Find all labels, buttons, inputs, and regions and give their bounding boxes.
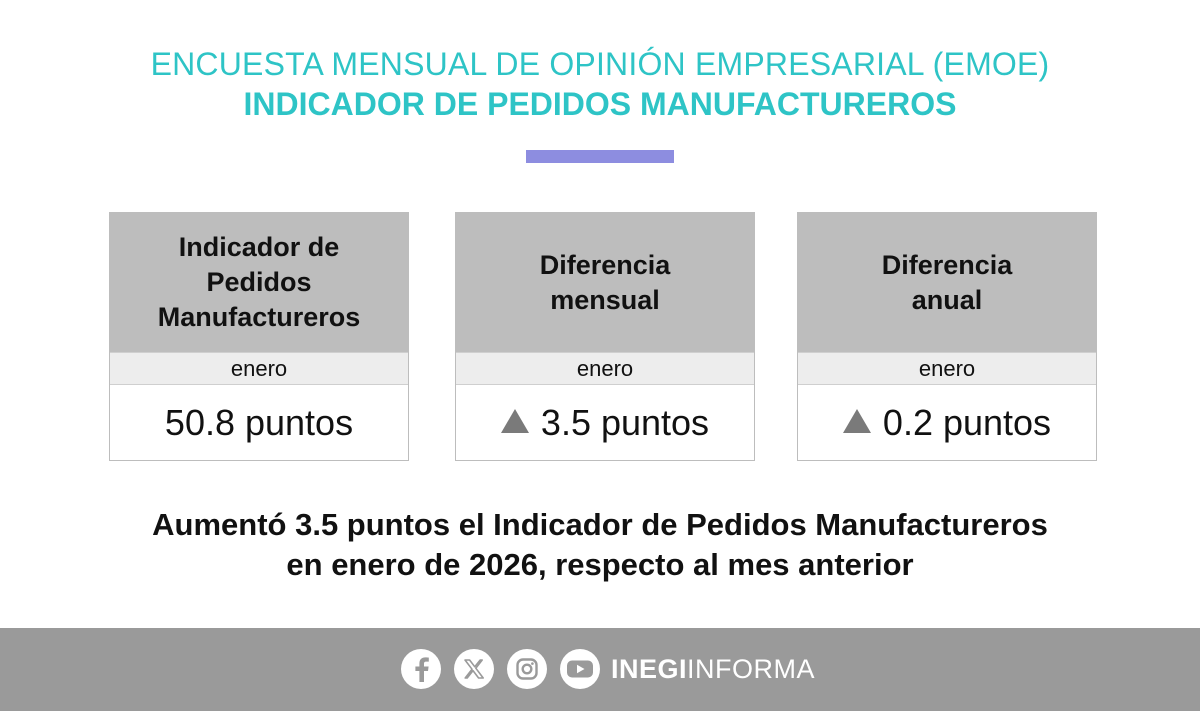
card-value-row: 0.2 puntos <box>798 385 1096 460</box>
card-heading-line: Diferencia <box>881 249 1013 280</box>
indicator-title: INDICADOR DE PEDIDOS MANUFACTUREROS <box>243 86 957 122</box>
card-value-row: 50.8 puntos <box>110 385 408 460</box>
card-heading: Diferencia anual <box>798 213 1096 352</box>
card-annual-difference: Diferencia anual enero 0.2 puntos <box>797 212 1097 461</box>
card-monthly-difference: Diferencia mensual enero 3.5 puntos <box>455 212 755 461</box>
card-indicator: Indicador de Pedidos Manufactureros ener… <box>109 212 409 461</box>
card-value: 50.8 puntos <box>164 401 354 443</box>
card-heading-line: anual <box>911 284 983 315</box>
inegi-informa-brand: INEGIINFORMA <box>611 654 815 684</box>
headline-line-1: Aumentó 3.5 puntos el Indicador de Pedid… <box>152 507 1048 542</box>
card-heading-line: mensual <box>550 284 660 315</box>
card-value: 3.5 puntos <box>540 401 710 443</box>
footer-bar: INEGIINFORMA <box>0 628 1200 711</box>
instagram-icon[interactable] <box>507 649 547 689</box>
card-heading-line: Diferencia <box>539 249 671 280</box>
survey-subtitle: ENCUESTA MENSUAL DE OPINIÓN EMPRESARIAL … <box>150 46 1050 82</box>
brand-bold-text: INEGI <box>611 654 688 684</box>
card-heading: Diferencia mensual <box>456 213 754 352</box>
card-heading-line: Indicador de <box>178 232 340 262</box>
up-triangle-icon <box>500 408 529 433</box>
social-links <box>401 649 613 689</box>
youtube-icon[interactable] <box>560 649 600 689</box>
card-period: enero <box>110 352 408 385</box>
card-value-row: 3.5 puntos <box>456 385 754 460</box>
card-heading-line: Manufactureros <box>157 302 361 332</box>
header: ENCUESTA MENSUAL DE OPINIÓN EMPRESARIAL … <box>0 44 1200 124</box>
accent-divider <box>526 150 674 163</box>
x-icon[interactable] <box>454 649 494 689</box>
brand-regular-text: INFORMA <box>687 654 816 684</box>
card-value: 0.2 puntos <box>882 401 1052 443</box>
headline: Aumentó 3.5 puntos el Indicador de Pedid… <box>0 505 1200 585</box>
facebook-icon[interactable] <box>401 649 441 689</box>
card-period: enero <box>456 352 754 385</box>
up-triangle-icon <box>842 408 871 433</box>
card-heading-line: Pedidos <box>206 267 312 297</box>
card-heading: Indicador de Pedidos Manufactureros <box>110 213 408 352</box>
card-period: enero <box>798 352 1096 385</box>
headline-line-2: en enero de 2026, respecto al mes anteri… <box>286 547 914 582</box>
